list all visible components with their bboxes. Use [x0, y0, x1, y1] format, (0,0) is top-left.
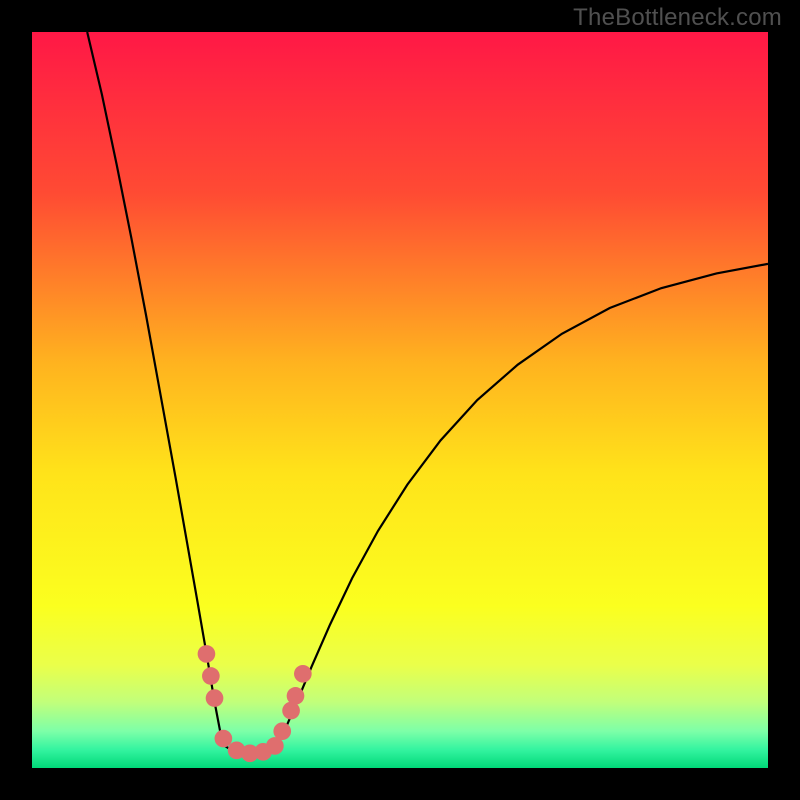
data-marker — [273, 722, 291, 740]
data-marker — [206, 689, 224, 707]
data-marker — [287, 687, 305, 705]
data-marker — [215, 730, 233, 748]
chart-svg — [32, 32, 768, 768]
plot-area — [32, 32, 768, 768]
data-marker — [294, 665, 312, 683]
watermark-text: TheBottleneck.com — [573, 4, 782, 32]
chart-background — [32, 32, 768, 768]
figure-outer: TheBottleneck.com — [0, 0, 800, 800]
data-marker — [198, 645, 216, 663]
data-marker — [202, 667, 220, 685]
